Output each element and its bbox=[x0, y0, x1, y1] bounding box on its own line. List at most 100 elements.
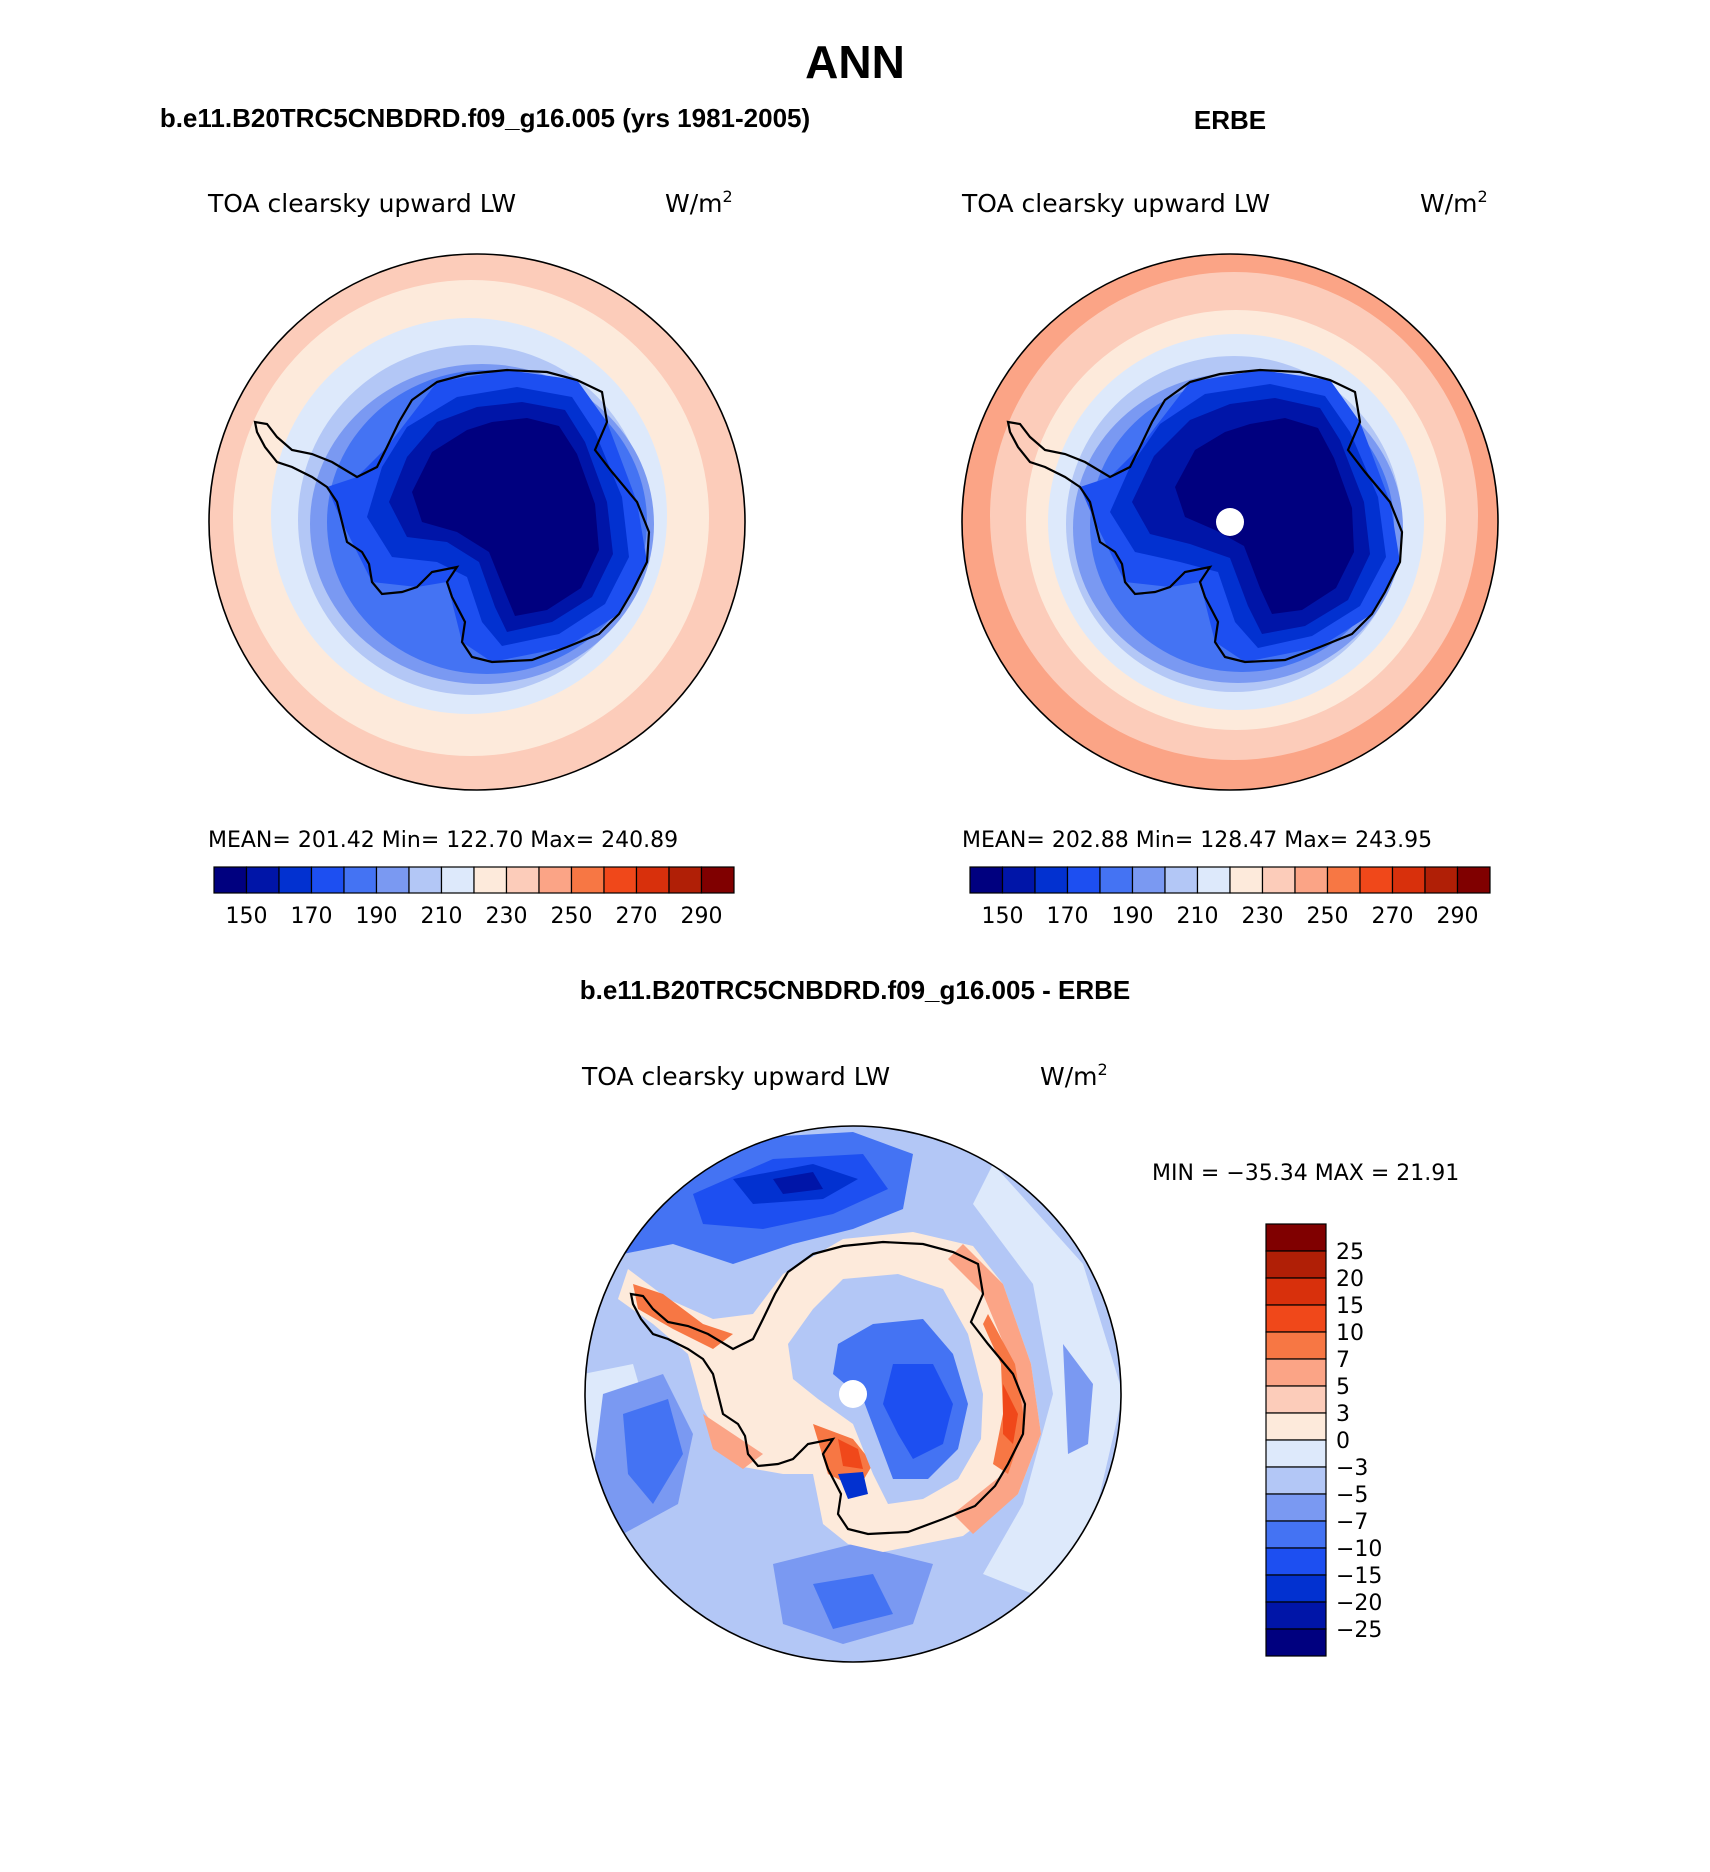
diff-colorbar-tick-label: −3 bbox=[1336, 1456, 1368, 1481]
diff-colorbar-swatch bbox=[1265, 1223, 1327, 1252]
model-colorbar-tick-label: 150 bbox=[226, 904, 268, 929]
obs-stats: MEAN= 202.88 Min= 128.47 Max= 243.95 bbox=[962, 828, 1432, 853]
model-units-label: W/m2 bbox=[665, 187, 733, 218]
diff-colorbar-tick-label: −15 bbox=[1336, 1564, 1382, 1589]
diff-colorbar-swatch bbox=[1265, 1547, 1327, 1576]
diff-colorbar-swatch bbox=[1265, 1277, 1327, 1306]
diff-colorbar-tick-label: 3 bbox=[1336, 1402, 1350, 1427]
diff-units-label: W/m2 bbox=[1040, 1060, 1108, 1091]
model-colorbar-swatch bbox=[375, 866, 410, 894]
obs-colorbar-swatch bbox=[1034, 866, 1069, 894]
obs-colorbar-tick-label: 150 bbox=[982, 904, 1024, 929]
obs-colorbar-swatch bbox=[1424, 866, 1459, 894]
diff-colorbar-swatch bbox=[1265, 1358, 1327, 1387]
model-colorbar-swatch bbox=[473, 866, 508, 894]
model-colorbar: 150 170 190 210 230 250 270 290 bbox=[213, 866, 735, 929]
diff-colorbar-swatch bbox=[1265, 1466, 1327, 1495]
model-colorbar-tick-label: 210 bbox=[421, 904, 463, 929]
diff-colorbar-swatch bbox=[1265, 1520, 1327, 1549]
missing-data-pole-dot-icon bbox=[1216, 508, 1244, 536]
obs-colorbar-swatch bbox=[1456, 866, 1491, 894]
model-colorbar-tick-label: 170 bbox=[291, 904, 333, 929]
obs-colorbar-swatch bbox=[1001, 866, 1036, 894]
obs-colorbar-swatch bbox=[1294, 866, 1329, 894]
model-colorbar-swatch bbox=[538, 866, 573, 894]
model-colorbar-swatch bbox=[310, 866, 345, 894]
diff-colorbar-swatch bbox=[1265, 1412, 1327, 1441]
obs-colorbar-swatch bbox=[1359, 866, 1394, 894]
diff-colorbar-swatch bbox=[1265, 1628, 1327, 1657]
diff-colorbar-swatch bbox=[1265, 1331, 1327, 1360]
diff-colorbar-tick-label: −7 bbox=[1336, 1510, 1368, 1535]
model-heading: b.e11.B20TRC5CNBDRD.f09_g16.005 (yrs 198… bbox=[160, 103, 810, 133]
obs-colorbar-tick-label: 170 bbox=[1047, 904, 1089, 929]
model-colorbar-swatch bbox=[505, 866, 540, 894]
model-colorbar-swatch bbox=[603, 866, 638, 894]
diff-colorbar-swatch bbox=[1265, 1601, 1327, 1630]
model-colorbar-tick-label: 290 bbox=[681, 904, 723, 929]
model-panel: b.e11.B20TRC5CNBDRD.f09_g16.005 (yrs 198… bbox=[160, 103, 810, 929]
diff-colorbar-swatch bbox=[1265, 1385, 1327, 1414]
obs-colorbar-swatch bbox=[1326, 866, 1361, 894]
model-colorbar-tick-label: 230 bbox=[486, 904, 528, 929]
diff-colorbar-tick-label: 7 bbox=[1336, 1348, 1350, 1373]
obs-colorbar: 150 170 190 210 230 250 270 290 bbox=[969, 866, 1491, 929]
model-colorbar-tick-label: 190 bbox=[356, 904, 398, 929]
model-colorbar-tick-label: 250 bbox=[551, 904, 593, 929]
model-map bbox=[208, 253, 746, 791]
obs-colorbar-tick-label: 290 bbox=[1437, 904, 1479, 929]
model-stats: MEAN= 201.42 Min= 122.70 Max= 240.89 bbox=[208, 828, 678, 853]
diff-colorbar-tick-label: −5 bbox=[1336, 1483, 1368, 1508]
model-colorbar-swatch bbox=[440, 866, 475, 894]
model-colorbar-swatch bbox=[343, 866, 378, 894]
obs-colorbar-tick-label: 210 bbox=[1177, 904, 1219, 929]
diff-colorbar-tick-label: 5 bbox=[1336, 1375, 1350, 1400]
obs-colorbar-swatch bbox=[969, 866, 1004, 894]
diff-colorbar-tick-label: 20 bbox=[1336, 1267, 1364, 1292]
model-colorbar-swatch bbox=[408, 866, 443, 894]
obs-colorbar-swatch bbox=[1229, 866, 1264, 894]
obs-colorbar-tick-label: 250 bbox=[1307, 904, 1349, 929]
obs-colorbar-tick-label: 230 bbox=[1242, 904, 1284, 929]
diff-colorbar-tick-label: 15 bbox=[1336, 1294, 1364, 1319]
diff-map bbox=[584, 1125, 1122, 1663]
obs-heading: ERBE bbox=[1194, 105, 1266, 135]
obs-colorbar-swatch bbox=[1164, 866, 1199, 894]
model-colorbar-swatch bbox=[213, 866, 248, 894]
obs-colorbar-swatch bbox=[1099, 866, 1134, 894]
diff-colorbar-tick-label: −25 bbox=[1336, 1618, 1382, 1643]
obs-variable-label: TOA clearsky upward LW bbox=[961, 189, 1270, 218]
diff-panel: b.e11.B20TRC5CNBDRD.f09_g16.005 - ERBE T… bbox=[580, 975, 1459, 1663]
model-colorbar-tick-label: 270 bbox=[616, 904, 658, 929]
model-colorbar-swatch bbox=[700, 866, 735, 894]
diff-colorbar-tick-label: −10 bbox=[1336, 1537, 1382, 1562]
obs-colorbar-swatch bbox=[1131, 866, 1166, 894]
diff-heading: b.e11.B20TRC5CNBDRD.f09_g16.005 - ERBE bbox=[580, 975, 1131, 1005]
diff-variable-label: TOA clearsky upward LW bbox=[581, 1062, 890, 1091]
obs-colorbar-swatch bbox=[1196, 866, 1231, 894]
model-variable-label: TOA clearsky upward LW bbox=[207, 189, 516, 218]
diff-colorbar-swatch bbox=[1265, 1493, 1327, 1522]
obs-colorbar-tick-label: 190 bbox=[1112, 904, 1154, 929]
model-colorbar-swatch bbox=[278, 866, 313, 894]
diff-colorbar-swatch bbox=[1265, 1304, 1327, 1333]
model-colorbar-swatch bbox=[668, 866, 703, 894]
obs-colorbar-swatch bbox=[1066, 866, 1101, 894]
obs-colorbar-swatch bbox=[1261, 866, 1296, 894]
diff-colorbar-swatch bbox=[1265, 1574, 1327, 1603]
diff-colorbar-swatch bbox=[1265, 1250, 1327, 1279]
obs-map bbox=[961, 253, 1499, 791]
obs-colorbar-swatch bbox=[1391, 866, 1426, 894]
figure-title: ANN bbox=[805, 36, 905, 88]
diff-colorbar-tick-label: 0 bbox=[1336, 1429, 1350, 1454]
obs-panel: ERBE TOA clearsky upward LW W/m2 MEAN= bbox=[961, 105, 1499, 929]
model-colorbar-swatch bbox=[635, 866, 670, 894]
model-colorbar-swatch bbox=[245, 866, 280, 894]
diff-stats: MIN = −35.34 MAX = 21.91 bbox=[1152, 1161, 1459, 1186]
missing-data-pole-dot-icon bbox=[839, 1380, 867, 1408]
obs-units-label: W/m2 bbox=[1420, 187, 1488, 218]
diff-colorbar-tick-label: −20 bbox=[1336, 1591, 1382, 1616]
model-colorbar-swatch bbox=[570, 866, 605, 894]
